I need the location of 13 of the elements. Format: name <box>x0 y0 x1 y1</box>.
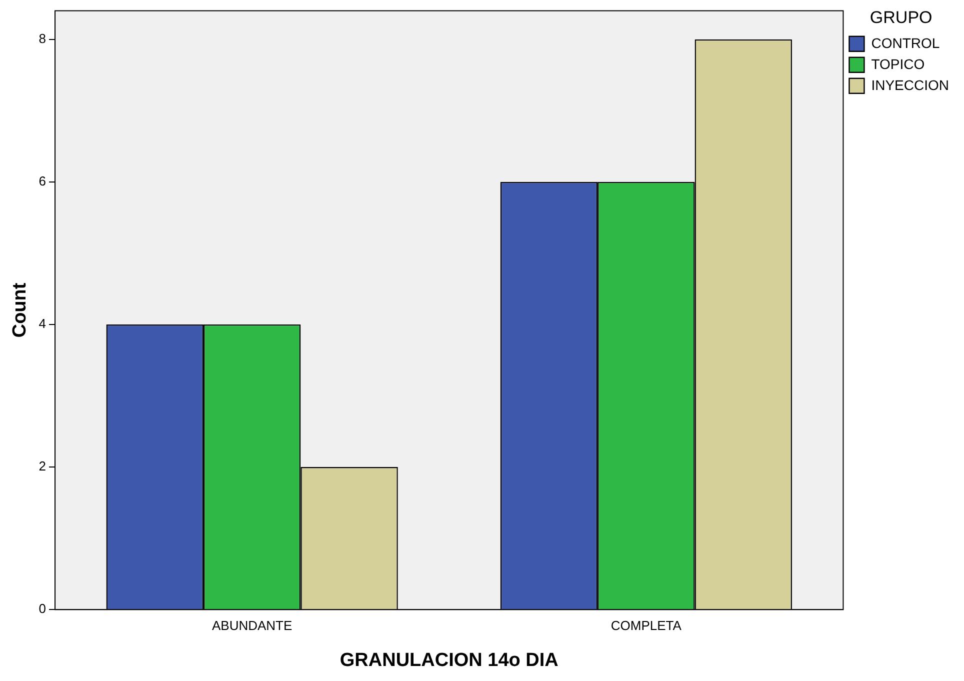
legend-label: TOPICO <box>871 56 925 72</box>
y-tick-label: 6 <box>38 173 46 188</box>
x-tick-label: ABUNDANTE <box>212 618 292 633</box>
x-tick-label: COMPLETA <box>610 618 682 633</box>
y-axis-title: Count <box>10 282 31 338</box>
legend-title: GRUPO <box>870 8 932 28</box>
x-axis-title: GRANULACION 14o DIA <box>340 650 559 671</box>
y-tick-label: 0 <box>38 601 46 616</box>
legend-label: CONTROL <box>871 34 940 51</box>
legend-label: INYECCION <box>871 76 950 93</box>
y-tick-label: 4 <box>38 316 46 332</box>
y-tick-label: 8 <box>38 30 46 46</box>
y-tick-label: 2 <box>38 458 46 474</box>
